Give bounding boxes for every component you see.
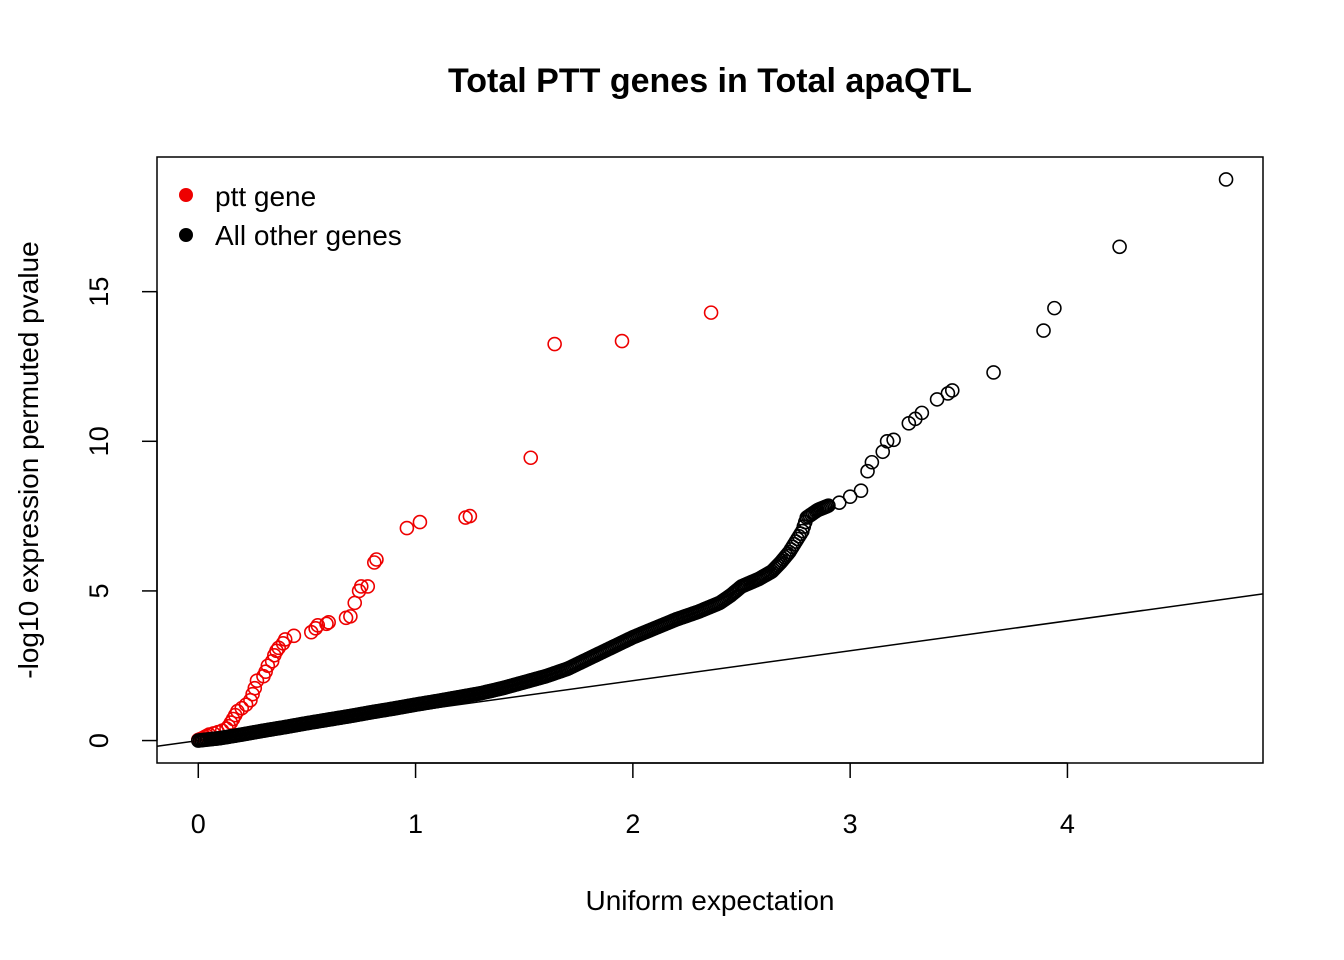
point-ptt-gene	[245, 686, 260, 702]
point-all-other-genes	[879, 433, 895, 449]
x-tick-label: 2	[625, 809, 640, 839]
point-ptt-gene	[277, 632, 293, 647]
point-ptt-gene	[310, 618, 326, 633]
point-all-other-genes	[914, 405, 930, 421]
series-all-other-genes	[190, 172, 1234, 748]
point-all-other-genes	[1218, 172, 1234, 187]
point-all-other-genes	[831, 495, 847, 510]
x-tick-label: 3	[843, 809, 858, 839]
x-tick-label: 0	[191, 809, 206, 839]
y-tick-label: 5	[84, 583, 114, 598]
point-ptt-gene	[258, 664, 273, 680]
point-ptt-gene	[353, 579, 369, 594]
legend-label-all-other-genes: All other genes	[215, 220, 402, 251]
point-ptt-gene	[614, 333, 630, 349]
legend-label-ptt-gene: ptt gene	[215, 181, 316, 212]
point-ptt-gene	[230, 703, 245, 719]
y-tick-label: 10	[84, 426, 114, 456]
x-axis: 0 1 2 3 4	[191, 762, 1075, 839]
point-all-other-genes	[864, 454, 880, 470]
point-all-other-genes	[1112, 239, 1127, 255]
point-ptt-gene	[238, 697, 254, 712]
x-tick-label: 1	[408, 809, 423, 839]
y-tick-label: 15	[84, 277, 114, 307]
point-ptt-gene	[412, 514, 428, 530]
legend-marker-all-other-genes	[179, 228, 193, 242]
point-all-other-genes	[929, 392, 945, 407]
point-ptt-gene	[399, 520, 415, 536]
point-ptt-gene	[343, 609, 358, 624]
y-tick-label: 0	[84, 733, 114, 748]
point-all-other-genes	[821, 498, 836, 513]
point-all-other-genes	[853, 483, 869, 498]
legend: ptt gene All other genes	[179, 181, 402, 251]
point-ptt-gene	[247, 680, 263, 696]
point-all-other-genes	[1047, 300, 1062, 316]
point-ptt-gene	[360, 579, 376, 594]
point-all-other-genes	[944, 383, 960, 398]
point-all-other-genes	[1036, 323, 1051, 338]
point-ptt-gene	[260, 658, 276, 674]
point-ptt-gene	[366, 555, 382, 570]
point-ptt-gene	[523, 450, 539, 466]
point-ptt-gene	[462, 508, 478, 524]
point-ptt-gene	[547, 336, 562, 352]
point-all-other-genes	[986, 365, 1001, 380]
chart-title: Total PTT genes in Total apaQTL	[448, 62, 972, 100]
point-ptt-gene	[703, 305, 719, 320]
point-ptt-gene	[347, 595, 363, 611]
point-ptt-gene	[321, 615, 336, 630]
point-all-other-genes	[860, 463, 875, 479]
point-ptt-gene	[234, 700, 250, 716]
point-ptt-gene	[369, 552, 384, 567]
x-tick-label: 4	[1060, 809, 1075, 839]
point-all-other-genes	[940, 386, 956, 401]
x-axis-label: Uniform expectation	[585, 885, 834, 916]
point-all-other-genes	[842, 489, 858, 504]
legend-marker-ptt-gene	[179, 188, 193, 202]
point-ptt-gene	[319, 616, 334, 632]
y-axis: 0 5 10 15	[84, 277, 158, 748]
y-axis-label: -log10 expression permuted pvalue	[13, 241, 44, 678]
point-ptt-gene	[286, 628, 302, 644]
point-all-other-genes	[886, 432, 901, 448]
